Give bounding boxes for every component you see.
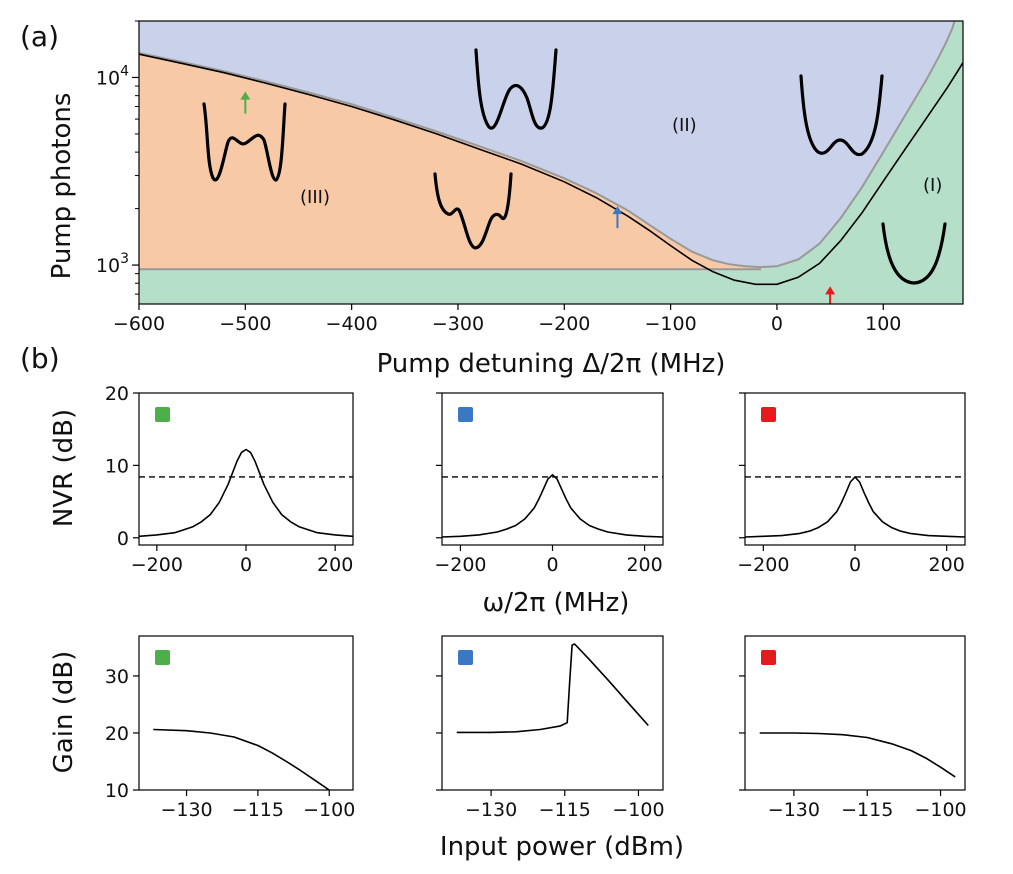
gain-y-axis-label: Gain (dB) — [49, 651, 79, 774]
y-tick-label: 10 — [105, 780, 129, 802]
y-tick-label: 103 — [96, 251, 129, 277]
potential-sketch-single-well — [881, 222, 947, 285]
gain-plot-red: −130 −115 −100 — [739, 635, 967, 821]
x-tick-label: 0 — [240, 554, 252, 576]
detuning-markers — [240, 91, 836, 304]
x-tick-label: −300 — [432, 313, 484, 335]
nvr-y-axis-label: NVR (dB) — [49, 409, 79, 527]
x-tick-label: −600 — [113, 313, 165, 335]
x-axis-ticks: −600 −500 −400 −300 −200 −100 0 100 — [113, 304, 901, 335]
plot-frame — [138, 635, 354, 791]
nvr-plot-blue: −200 0 200 — [434, 392, 664, 576]
data-line — [442, 474, 663, 538]
data-line — [759, 732, 956, 778]
x-tick-label: −130 — [160, 799, 212, 821]
plot-frame — [744, 392, 966, 546]
x-tick-label: 0 — [771, 313, 783, 335]
y-axis-ticks: 103 104 — [96, 20, 139, 295]
potential-sketch-asymmetric — [433, 172, 513, 250]
x-tick-label: −130 — [465, 799, 517, 821]
x-tick-label: −115 — [841, 799, 893, 821]
nvr-x-axis-label: ω/2π (MHz) — [483, 588, 630, 618]
panel-a-label: (a) — [20, 20, 59, 53]
potential-sketches — [202, 48, 947, 285]
potential-sketch-triple-well — [202, 102, 287, 182]
x-tick-label: 200 — [626, 554, 662, 576]
gain-plot-green: −130 −115 −100 10 20 30 — [105, 635, 355, 821]
y-tick-label: 104 — [96, 63, 129, 89]
y-axis-label: Pump photons — [47, 93, 77, 280]
x-tick-label: −130 — [768, 799, 820, 821]
y-tick-label: 10 — [105, 455, 129, 477]
gain-plot-blue: −130 −115 −100 — [436, 635, 665, 821]
x-tick-label: 0 — [546, 554, 558, 576]
panel-b-label: (b) — [20, 342, 60, 375]
detuning-marker-1 — [612, 206, 623, 229]
potential-sketch-double-well — [474, 48, 558, 130]
data-line — [139, 448, 353, 538]
x-tick-label: −115 — [539, 799, 591, 821]
plot-frame — [441, 635, 664, 791]
potential-sketch-shallow-double-well — [799, 74, 884, 157]
data-line — [153, 728, 330, 790]
y-tick-label: 0 — [117, 528, 129, 550]
series-color-marker — [761, 407, 776, 422]
y-tick-label: 20 — [105, 723, 129, 745]
data-line — [745, 476, 965, 538]
x-tick-label: −200 — [538, 313, 590, 335]
x-tick-label: 0 — [849, 554, 861, 576]
nvr-plot-red: −200 0 200 — [737, 392, 966, 576]
detuning-marker-2 — [825, 286, 836, 304]
x-tick-label: −100 — [645, 313, 697, 335]
operating-curve — [139, 53, 963, 286]
x-axis-label: Pump detuning Δ/2π (MHz) — [377, 349, 726, 379]
x-tick-label: 100 — [865, 313, 901, 335]
phase-diagram: −600 −500 −400 −300 −200 −100 0 100 103 104 (III… — [47, 20, 964, 379]
series-color-marker — [458, 650, 473, 665]
x-tick-label: −200 — [434, 554, 486, 576]
x-tick-label: −100 — [914, 799, 966, 821]
plot-frame — [744, 635, 966, 791]
x-tick-label: −400 — [326, 313, 378, 335]
series-color-marker — [761, 650, 776, 665]
x-tick-label: −115 — [232, 799, 284, 821]
x-tick-label: −500 — [219, 313, 271, 335]
region-label-III: (III) — [300, 187, 330, 208]
plot-frame — [138, 392, 354, 546]
x-tick-label: 200 — [317, 554, 353, 576]
region-II-fill — [139, 21, 955, 268]
detuning-marker-0 — [240, 91, 251, 114]
phase-boundary-line — [139, 21, 956, 269]
x-tick-label: −100 — [612, 799, 664, 821]
x-tick-label: 200 — [929, 554, 965, 576]
region-label-II: (II) — [672, 115, 697, 136]
y-tick-label: 20 — [105, 383, 129, 405]
x-tick-label: −100 — [303, 799, 355, 821]
y-tick-label: 30 — [105, 666, 129, 688]
region-III-fill — [139, 53, 761, 270]
series-color-marker — [155, 407, 170, 422]
region-label-I: (I) — [923, 175, 942, 196]
series-color-marker — [155, 650, 170, 665]
plot-frame — [138, 20, 964, 305]
series-color-marker — [458, 407, 473, 422]
x-tick-label: −200 — [131, 554, 183, 576]
data-line — [456, 643, 649, 734]
gain-x-axis-label: Input power (dBm) — [440, 832, 684, 862]
x-tick-label: −200 — [737, 554, 789, 576]
plot-frame — [441, 392, 664, 546]
